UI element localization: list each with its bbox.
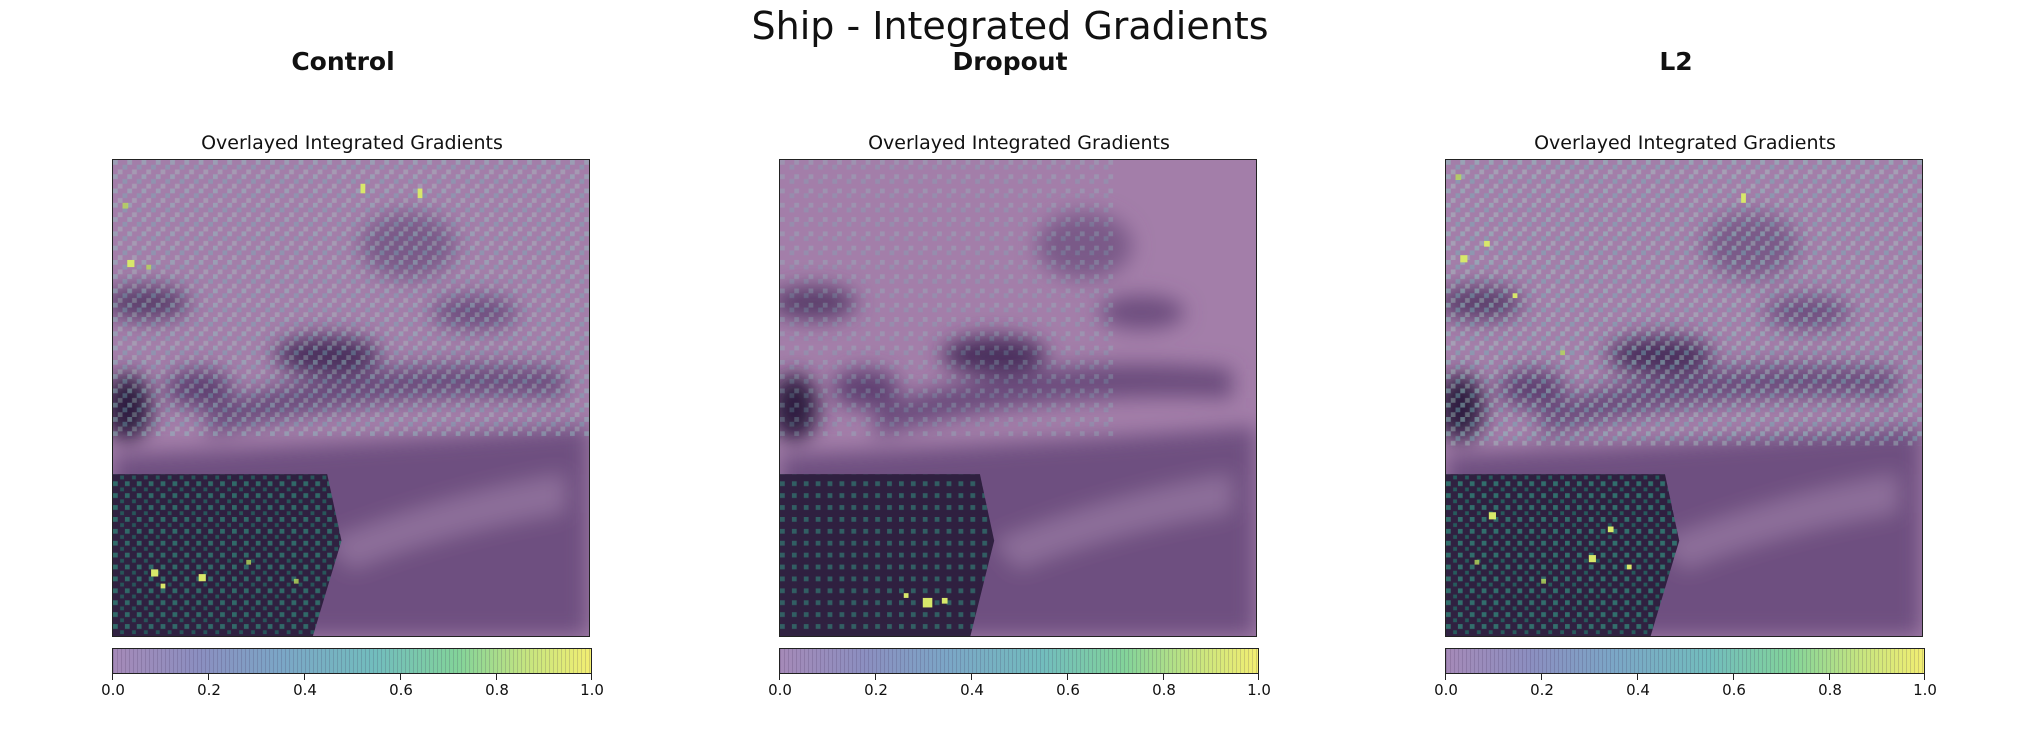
tick-label: 0.0 — [101, 681, 125, 699]
colorbar-control — [112, 648, 592, 674]
tick-label: 1.0 — [580, 681, 604, 699]
attribution-image-dropout — [779, 159, 1257, 637]
tick-label: 0.0 — [1434, 681, 1458, 699]
panel-subtitle-control: Overlayed Integrated Gradients — [201, 132, 503, 154]
tick-label: 0.8 — [1818, 681, 1842, 699]
tick-label: 0.6 — [389, 681, 413, 699]
colorbar-dropout — [779, 648, 1259, 674]
tick-label: 0.4 — [1626, 681, 1650, 699]
tick-label: 1.0 — [1913, 681, 1937, 699]
attribution-image-control — [112, 159, 590, 637]
panel-subtitle-dropout: Overlayed Integrated Gradients — [868, 132, 1170, 154]
tick-label: 1.0 — [1247, 681, 1271, 699]
tick-label: 0.2 — [197, 681, 221, 699]
colorbar-l2 — [1445, 648, 1925, 674]
tick-label: 0.4 — [293, 681, 317, 699]
tick-label: 0.2 — [864, 681, 888, 699]
attribution-image-l2 — [1445, 159, 1923, 637]
tick-label: 0.6 — [1056, 681, 1080, 699]
tick-label: 0.4 — [960, 681, 984, 699]
panel-title-control: Control — [291, 47, 395, 76]
tick-label: 0.8 — [485, 681, 509, 699]
panel-title-dropout: Dropout — [952, 47, 1068, 76]
tick-label: 0.0 — [768, 681, 792, 699]
tick-label: 0.8 — [1152, 681, 1176, 699]
figure-title: Ship - Integrated Gradients — [751, 4, 1269, 48]
tick-label: 0.2 — [1530, 681, 1554, 699]
tick-label: 0.6 — [1722, 681, 1746, 699]
panel-subtitle-l2: Overlayed Integrated Gradients — [1534, 132, 1836, 154]
panel-title-l2: L2 — [1659, 47, 1693, 76]
